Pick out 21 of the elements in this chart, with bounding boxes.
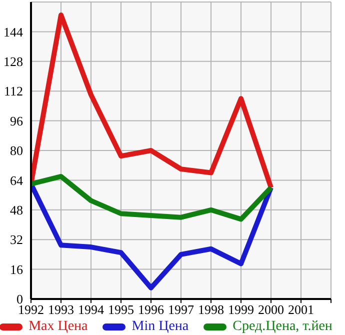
x-tick-label: 1995 bbox=[108, 302, 134, 318]
x-tick-label: 1994 bbox=[78, 302, 104, 318]
x-tick-label: 1997 bbox=[168, 302, 194, 318]
x-tick-label: 2000 bbox=[258, 302, 284, 318]
x-tick-label: 1999 bbox=[228, 302, 254, 318]
y-tick-label: 32 bbox=[10, 232, 23, 248]
legend-label: Сред.Цена, т.йен bbox=[232, 319, 332, 335]
x-tick-label: 2001 bbox=[288, 302, 314, 318]
y-tick-label: 48 bbox=[10, 202, 23, 218]
y-tick-label: 112 bbox=[4, 84, 23, 99]
legend-label: Max Цена bbox=[28, 319, 88, 335]
y-tick-label: 80 bbox=[10, 143, 23, 158]
x-tick-label: 1998 bbox=[198, 302, 224, 318]
y-tick-label: 16 bbox=[10, 262, 24, 277]
y-tick-label: 144 bbox=[4, 24, 24, 40]
x-tick-label: 1993 bbox=[48, 302, 74, 318]
y-tick-label: 64 bbox=[10, 172, 24, 188]
x-tick-label: 1996 bbox=[138, 302, 164, 318]
y-tick-label: 96 bbox=[10, 113, 24, 128]
legend-label: Min Цена bbox=[130, 319, 189, 335]
y-tick-label: 128 bbox=[4, 54, 23, 70]
